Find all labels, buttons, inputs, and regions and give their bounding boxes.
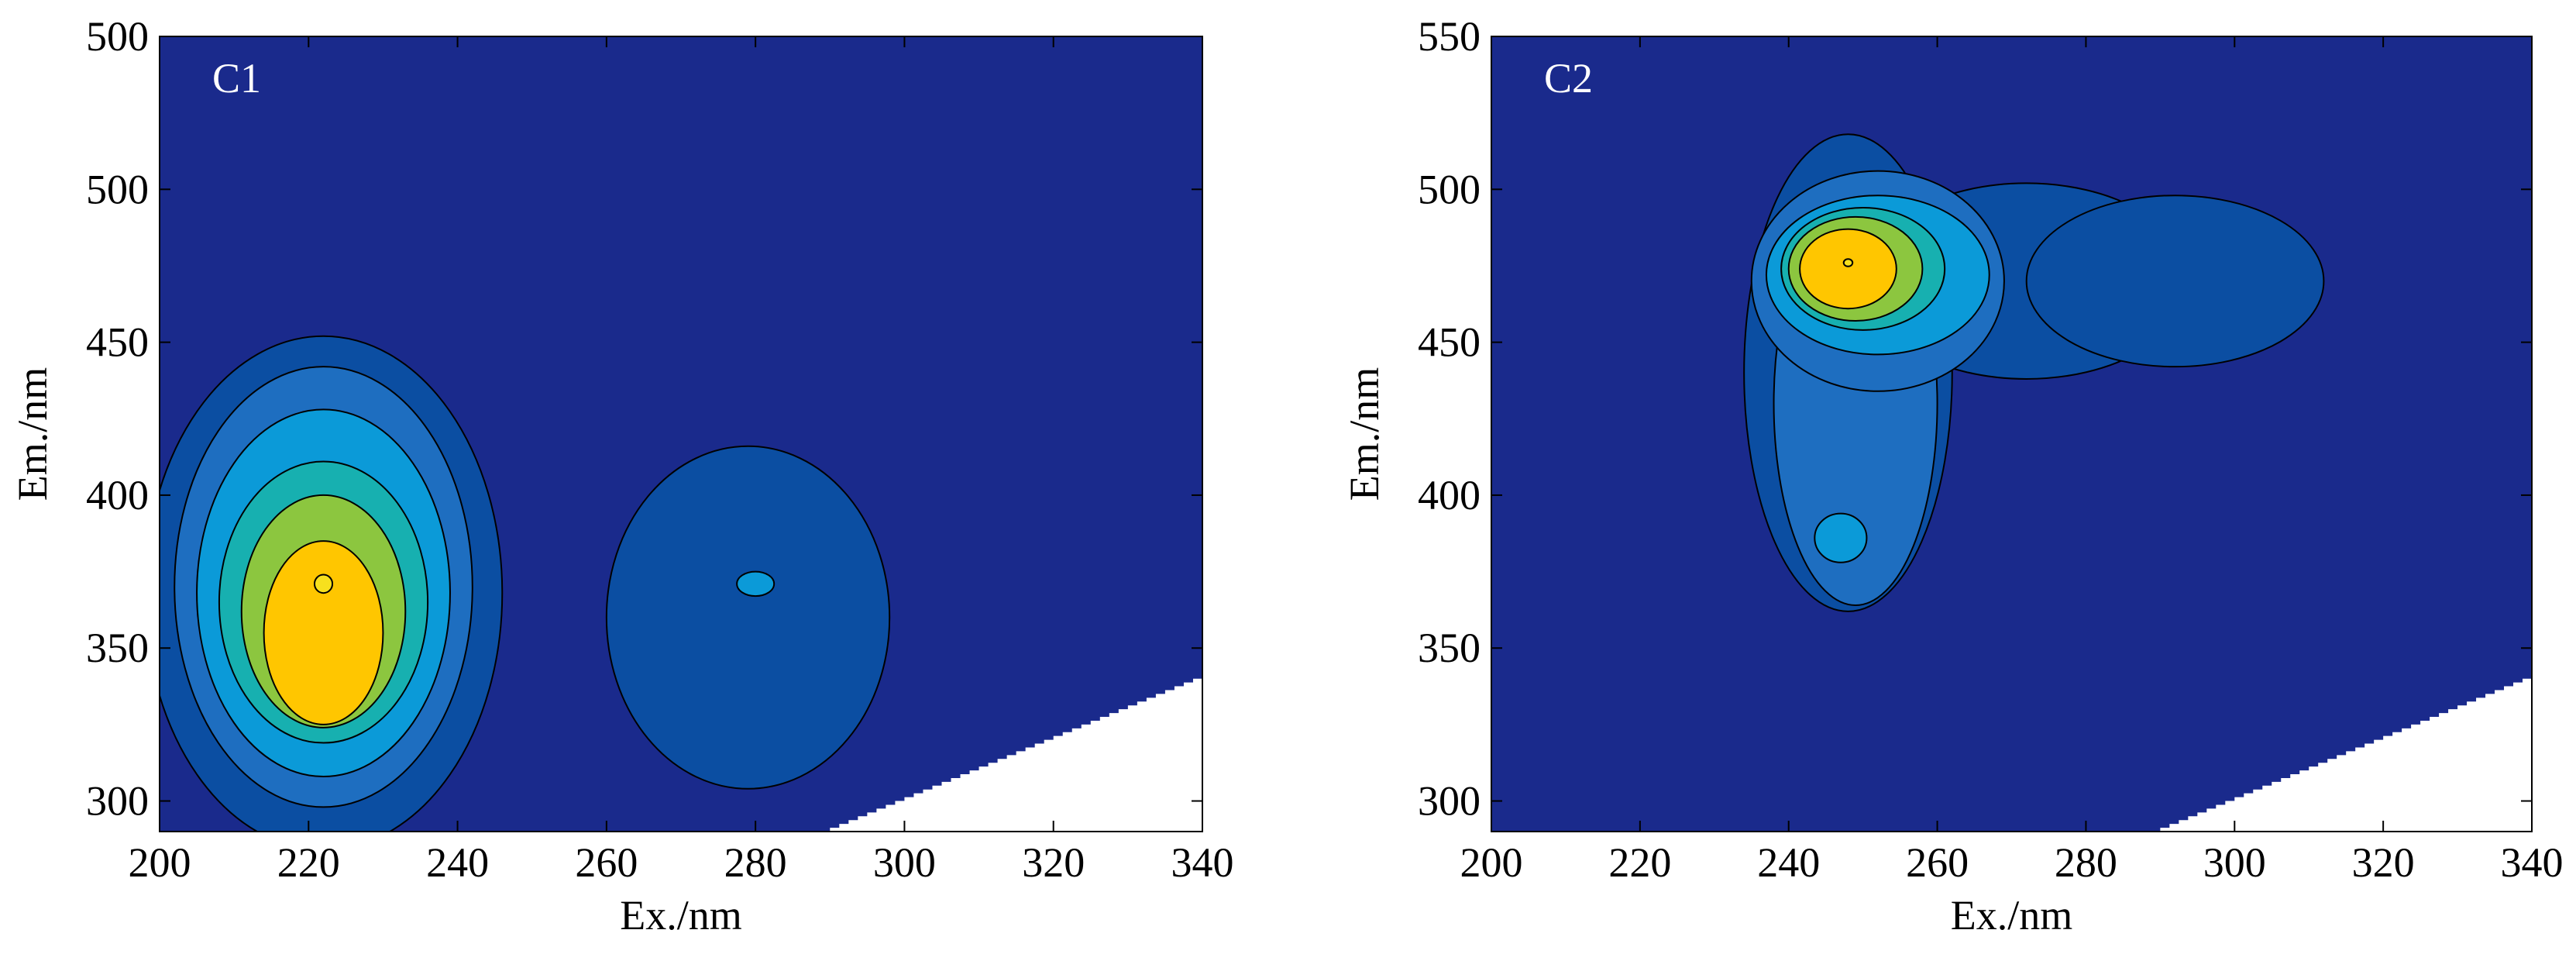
background <box>1491 36 2532 832</box>
x-tick-label: 220 <box>1608 839 1671 886</box>
contour-level <box>736 570 776 598</box>
y-tick-label: 350 <box>86 625 149 671</box>
contour-level <box>1814 512 1868 563</box>
contour-level <box>605 445 891 790</box>
x-tick-label: 300 <box>873 839 936 886</box>
x-tick-label: 280 <box>724 839 787 886</box>
x-tick-label: 340 <box>2501 839 2564 886</box>
y-tick-label: 500 <box>1418 166 1481 212</box>
panel-title: C1 <box>212 55 261 102</box>
no-data-region <box>2160 678 2532 832</box>
y-tick-label: 400 <box>1418 472 1481 518</box>
y-tick-label: 450 <box>1418 319 1481 366</box>
y-tick-label: 450 <box>86 319 149 366</box>
x-tick-label: 300 <box>2203 839 2266 886</box>
contour-level <box>313 573 334 594</box>
axes-box <box>159 36 1203 832</box>
x-tick-label: 320 <box>2352 839 2415 886</box>
y-tick-label: 350 <box>1418 625 1481 671</box>
x-tick-label: 260 <box>575 839 638 886</box>
x-tick-label: 200 <box>129 839 191 886</box>
contour-level <box>1842 258 1854 267</box>
x-tick-label: 320 <box>1022 839 1085 886</box>
y-axis-label: Em./nm <box>1341 367 1388 501</box>
y-tick-label: 500 <box>86 166 149 212</box>
contour-level <box>2025 195 2325 368</box>
x-tick-label: 280 <box>2055 839 2117 886</box>
y-tick-label: 300 <box>1418 778 1481 825</box>
y-tick-label: 400 <box>86 472 149 518</box>
x-tick-label: 200 <box>1460 839 1523 886</box>
x-tick-label: 220 <box>277 839 340 886</box>
no-data-region <box>830 678 1202 832</box>
x-tick-label: 240 <box>1757 839 1820 886</box>
x-axis-label: Ex./nm <box>1951 892 2073 939</box>
y-axis-label: Em./nm <box>9 367 56 501</box>
contour-level <box>1799 228 1897 310</box>
axes-box <box>1491 36 2533 832</box>
y-tick-label: 500 <box>86 13 149 60</box>
contour-level <box>263 540 384 725</box>
plot-area <box>1491 36 2532 832</box>
plot-area <box>160 36 1202 832</box>
x-tick-label: 240 <box>426 839 489 886</box>
x-axis-label: Ex./nm <box>620 892 742 939</box>
y-tick-label: 550 <box>1418 13 1481 60</box>
panel-title: C2 <box>1544 55 1593 102</box>
x-tick-label: 340 <box>1171 839 1234 886</box>
y-tick-label: 300 <box>86 778 149 825</box>
x-tick-label: 260 <box>1906 839 1969 886</box>
